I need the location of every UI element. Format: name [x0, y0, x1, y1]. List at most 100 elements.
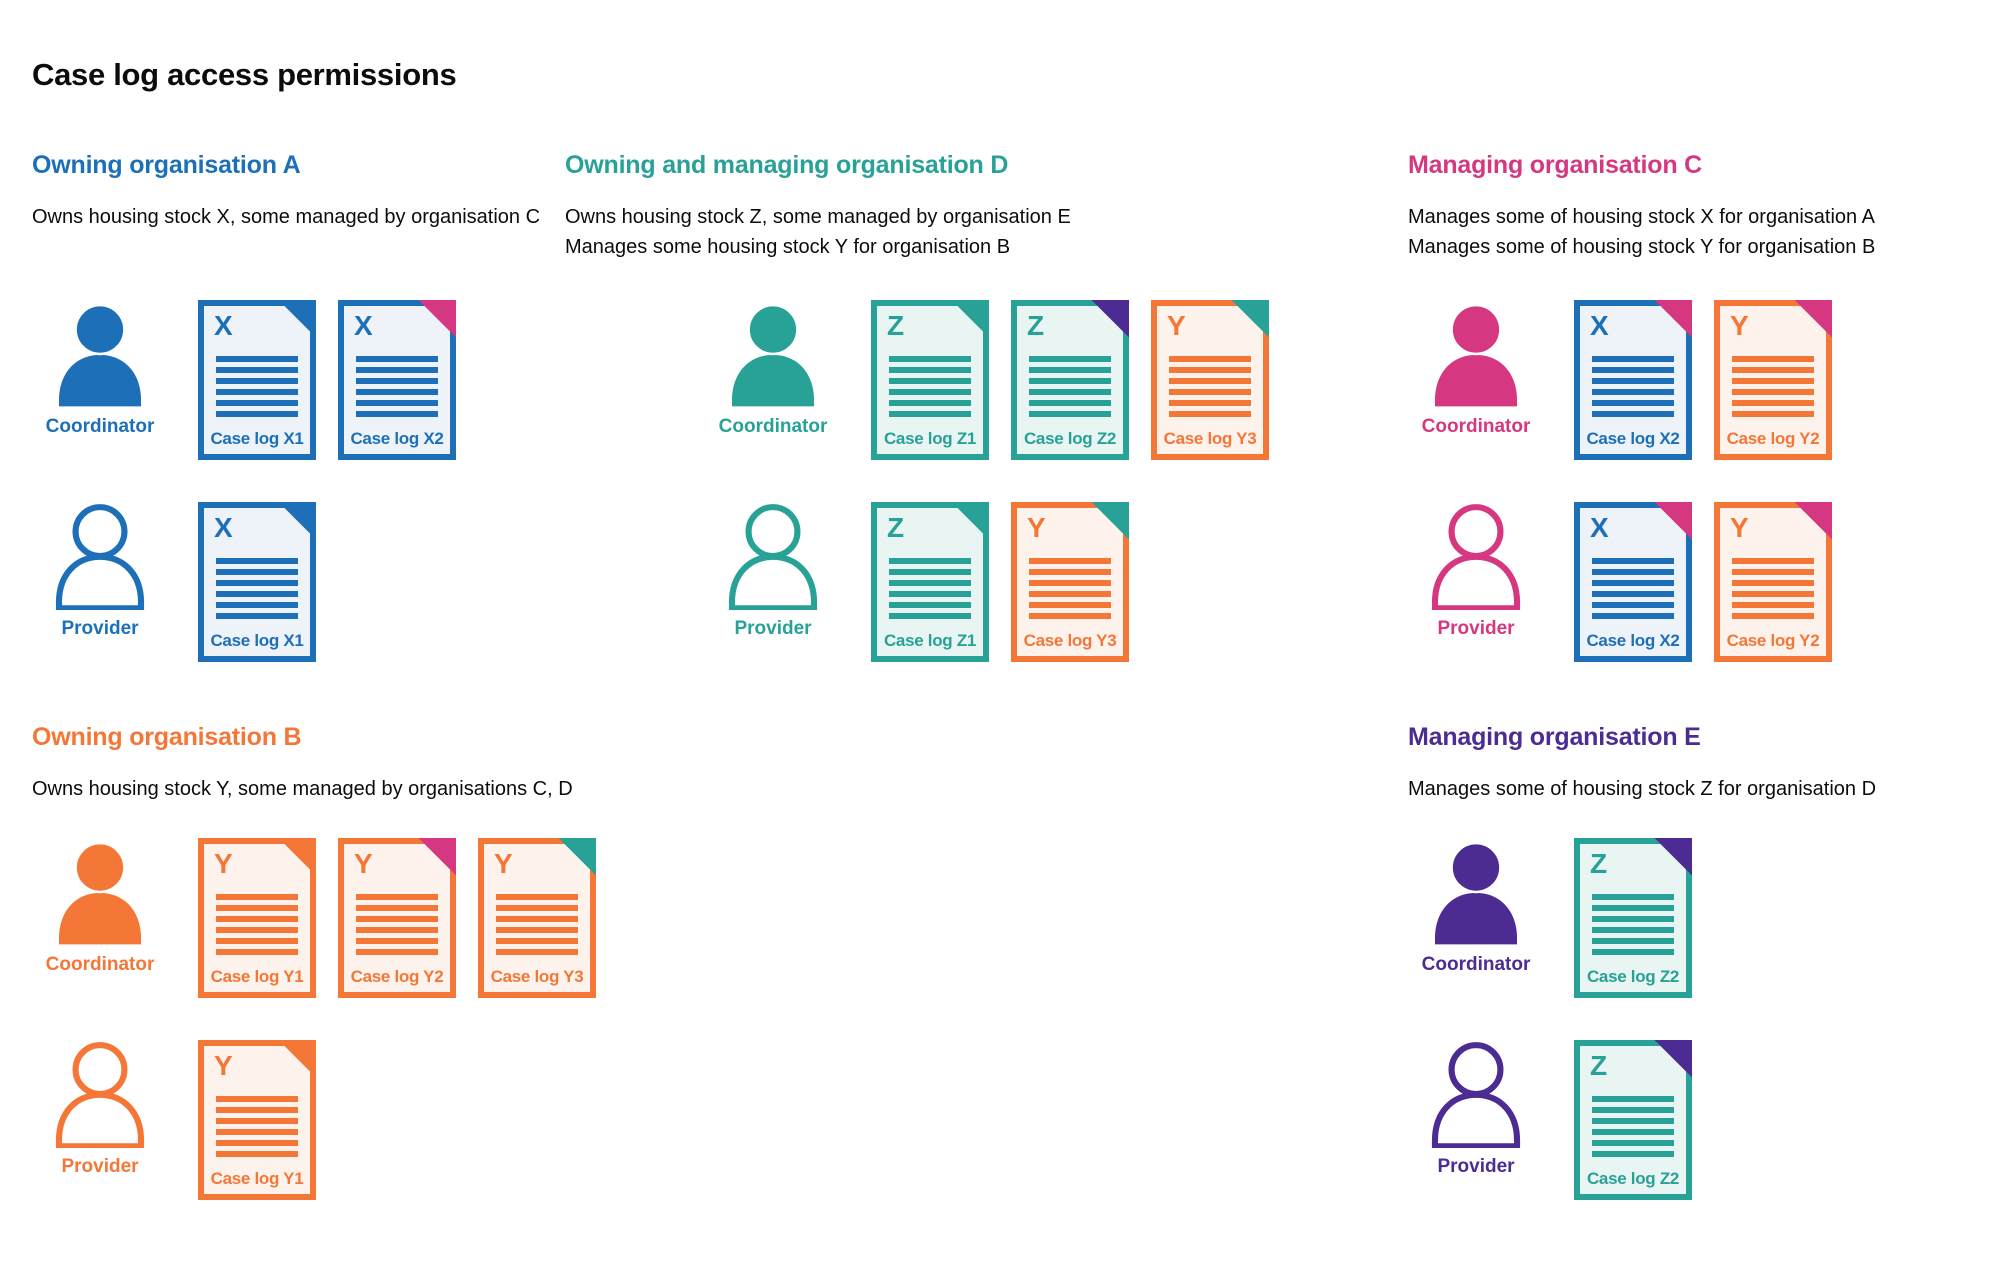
organisation-title: Managing organisation C — [1408, 150, 1703, 179]
case-log-label: Case log Y3 — [490, 966, 584, 986]
folded-corner-icon — [558, 837, 596, 876]
person-block: Provider — [1408, 1040, 1544, 1178]
folded-corner-icon — [951, 501, 989, 540]
stock-letter: Z — [1590, 847, 1608, 879]
document-text-lines-icon — [356, 893, 438, 960]
coordinator-person-icon — [58, 841, 142, 944]
role-label: Coordinator — [718, 415, 828, 437]
folded-corner-icon — [278, 837, 316, 876]
document-text-lines-icon — [496, 893, 578, 960]
case-log-doc: Z Case log Z1 — [871, 299, 989, 460]
case-log-docs: Z Case log Z1 Z Case log Z2 Y Case log Y… — [871, 299, 1269, 460]
stock-letter: X — [354, 309, 373, 341]
stock-letter: Y — [354, 847, 373, 879]
permission-rows: Coordinator Z Case log Z1 Z Case log Z2 … — [565, 299, 1269, 662]
organisation-description-line: Manages some of housing stock Y for orga… — [1408, 235, 1876, 258]
case-log-docs: Y Case log Y1 Y Case log Y2 Y Case log Y… — [198, 837, 596, 998]
document-text-lines-icon — [216, 557, 298, 624]
case-log-doc: X Case log X1 — [198, 501, 316, 662]
role-label: Coordinator — [1421, 953, 1531, 975]
case-log-doc: Y Case log Y3 — [478, 837, 596, 998]
case-log-label: Case log X2 — [350, 428, 444, 448]
role-label: Provider — [61, 617, 139, 639]
person-block: Coordinator — [1408, 838, 1544, 976]
folded-corner-icon — [1654, 1039, 1692, 1078]
person-block: Provider — [32, 1040, 168, 1178]
stock-letter: X — [1590, 309, 1609, 341]
coordinator-row: Coordinator X Case log X1 X Case log X2 — [32, 299, 540, 460]
case-log-doc: Y Case log Y2 — [1714, 299, 1832, 460]
person-block: Provider — [1408, 502, 1544, 640]
case-log-label: Case log X2 — [1586, 428, 1680, 448]
provider-person-icon — [728, 503, 818, 610]
case-log-docs: Z Case log Z2 — [1574, 1039, 1692, 1200]
provider-row: Provider Y Case log Y1 — [32, 1039, 596, 1200]
permission-rows: Coordinator X Case log X1 X Case log X2 … — [32, 299, 540, 662]
folded-corner-icon — [418, 299, 456, 338]
organisation-description: Owns housing stock Y, some managed by or… — [32, 774, 596, 804]
permission-rows: Coordinator Z Case log Z2 Provider Z Cas… — [1408, 837, 1876, 1200]
permission-rows: Coordinator Y Case log Y1 Y Case log Y2 … — [32, 837, 596, 1200]
folded-corner-icon — [951, 299, 989, 338]
case-log-doc: X Case log X2 — [1574, 501, 1692, 662]
stock-letter: Y — [1167, 309, 1186, 341]
organisation-description: Owns housing stock Z, some managed by or… — [565, 202, 1269, 266]
provider-row: Provider X Case log X1 — [32, 501, 540, 662]
stock-letter: Y — [1027, 511, 1046, 543]
provider-row: Provider Z Case log Z1 Y Case log Y3 — [565, 501, 1269, 662]
case-log-docs: X Case log X1 — [198, 501, 316, 662]
coordinator-row: Coordinator X Case log X2 Y Case log Y2 — [1408, 299, 1875, 460]
organisation-description-line: Owns housing stock Y, some managed by or… — [32, 777, 573, 800]
person-block: Coordinator — [32, 300, 168, 438]
person-block: Provider — [32, 502, 168, 640]
person-block: Coordinator — [705, 300, 841, 438]
organisation-description: Manages some of housing stock X for orga… — [1408, 202, 1875, 266]
document-text-lines-icon — [356, 355, 438, 422]
folded-corner-icon — [278, 1039, 316, 1078]
case-log-doc: Y Case log Y2 — [338, 837, 456, 998]
folded-corner-icon — [278, 501, 316, 540]
provider-person-icon — [1431, 1041, 1521, 1148]
coordinator-row: Coordinator Y Case log Y1 Y Case log Y2 … — [32, 837, 596, 998]
permission-rows: Coordinator X Case log X2 Y Case log Y2 … — [1408, 299, 1875, 662]
stock-letter: Y — [494, 847, 513, 879]
case-log-docs: X Case log X2 Y Case log Y2 — [1574, 299, 1832, 460]
folded-corner-icon — [418, 837, 456, 876]
organisation-description-line: Manages some of housing stock X for orga… — [1408, 205, 1875, 228]
document-text-lines-icon — [216, 355, 298, 422]
case-log-label: Case log Z2 — [1023, 428, 1117, 448]
section-organisation-b: Owning organisation B Owns housing stock… — [32, 700, 596, 1200]
case-log-doc: Y Case log Y3 — [1011, 501, 1129, 662]
folded-corner-icon — [1654, 299, 1692, 338]
folded-corner-icon — [1794, 299, 1832, 338]
coordinator-row: Coordinator Z Case log Z1 Z Case log Z2 … — [565, 299, 1269, 460]
stock-letter: Z — [1590, 1049, 1608, 1081]
folded-corner-icon — [1091, 299, 1129, 338]
coordinator-row: Coordinator Z Case log Z2 — [1408, 837, 1876, 998]
case-log-label: Case log Y2 — [1726, 428, 1820, 448]
section-organisation-e: Managing organisation E Manages some of … — [1408, 700, 1876, 1200]
document-text-lines-icon — [889, 557, 971, 624]
case-log-label: Case log Y3 — [1163, 428, 1257, 448]
provider-row: Provider Z Case log Z2 — [1408, 1039, 1876, 1200]
case-log-doc: Y Case log Y1 — [198, 837, 316, 998]
stock-letter: Y — [1730, 511, 1749, 543]
case-log-docs: Z Case log Z1 Y Case log Y3 — [871, 501, 1129, 662]
section-organisation-d: Owning and managing organisation D Owns … — [565, 128, 1269, 662]
document-text-lines-icon — [1732, 355, 1814, 422]
document-text-lines-icon — [1169, 355, 1251, 422]
document-text-lines-icon — [1592, 557, 1674, 624]
case-log-label: Case log Z2 — [1586, 1168, 1680, 1188]
stock-letter: Z — [887, 511, 905, 543]
document-text-lines-icon — [1592, 1095, 1674, 1162]
provider-row: Provider X Case log X2 Y Case log Y2 — [1408, 501, 1875, 662]
provider-person-icon — [55, 1041, 145, 1148]
organisation-description-line: Owns housing stock X, some managed by or… — [32, 205, 541, 228]
case-log-doc: Z Case log Z2 — [1574, 1039, 1692, 1200]
organisation-title: Owning organisation B — [32, 722, 302, 751]
role-label: Provider — [734, 617, 812, 639]
coordinator-person-icon — [1434, 841, 1518, 944]
case-log-doc: Z Case log Z2 — [1574, 837, 1692, 998]
case-log-docs: X Case log X2 Y Case log Y2 — [1574, 501, 1832, 662]
document-text-lines-icon — [1592, 893, 1674, 960]
